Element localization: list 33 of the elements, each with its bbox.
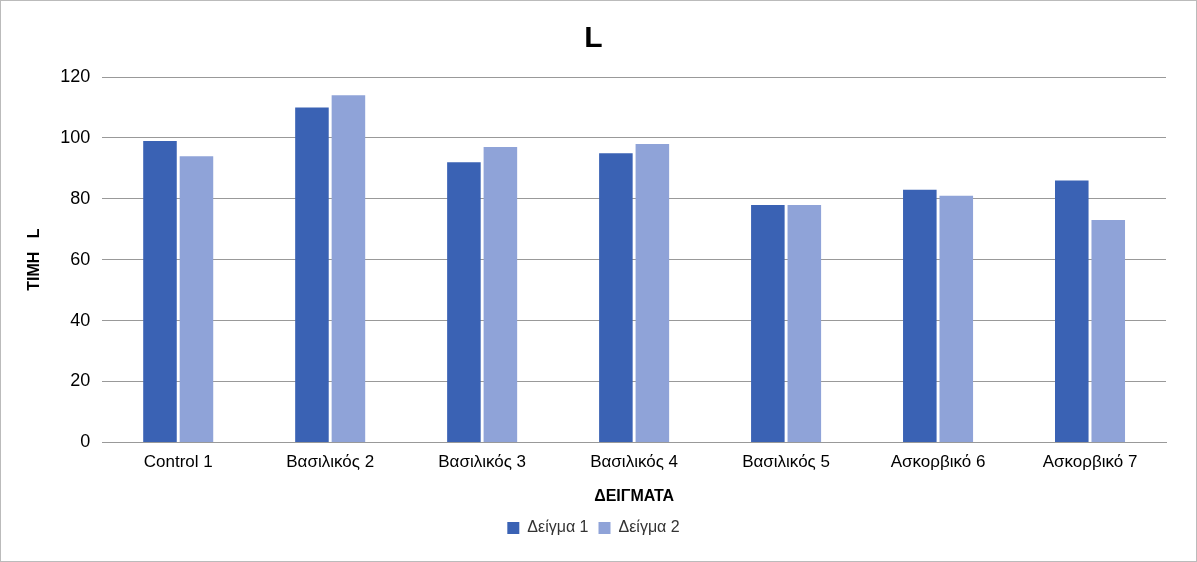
x-tick-label: Ασκορβικό 6 [890, 452, 986, 472]
bar [751, 204, 785, 442]
bar [1091, 220, 1126, 442]
y-tick-label: 20 [70, 370, 91, 391]
y-tick-label: 100 [60, 126, 91, 147]
bar [331, 95, 366, 442]
x-tick-label: Βασιλικός 3 [438, 452, 527, 472]
legend-label: Δείγμα 2 [618, 518, 680, 536]
bar [295, 107, 329, 442]
bar [1055, 180, 1089, 442]
bar [483, 147, 518, 442]
bar [903, 189, 937, 442]
x-tick-label: Βασιλικός 2 [286, 452, 375, 472]
x-tick-label: Βασιλικός 4 [590, 452, 679, 472]
x-tick-label: Control 1 [143, 452, 213, 472]
bar [635, 143, 670, 442]
y-tick-label: 40 [70, 309, 91, 330]
y-tick-label: 60 [70, 248, 91, 269]
x-axis-title: ΔΕΙΓΜΑΤΑ [594, 486, 675, 504]
chart-title: L [584, 20, 603, 54]
x-tick-label: Βασιλικός 5 [742, 452, 830, 472]
bar [179, 156, 214, 442]
bar [447, 162, 481, 442]
y-tick-label: 0 [80, 431, 91, 452]
legend-label: Δείγμα 1 [527, 518, 589, 536]
bar [599, 153, 633, 442]
bar [939, 195, 974, 442]
x-tick-label: Ασκορβικό 7 [1042, 452, 1138, 472]
y-tick-label: 120 [60, 65, 91, 86]
y-tick-label: 80 [70, 187, 91, 208]
y-axis-title: ΤΙΜΗ L [25, 228, 43, 291]
bar [787, 204, 822, 442]
bar [143, 140, 177, 442]
